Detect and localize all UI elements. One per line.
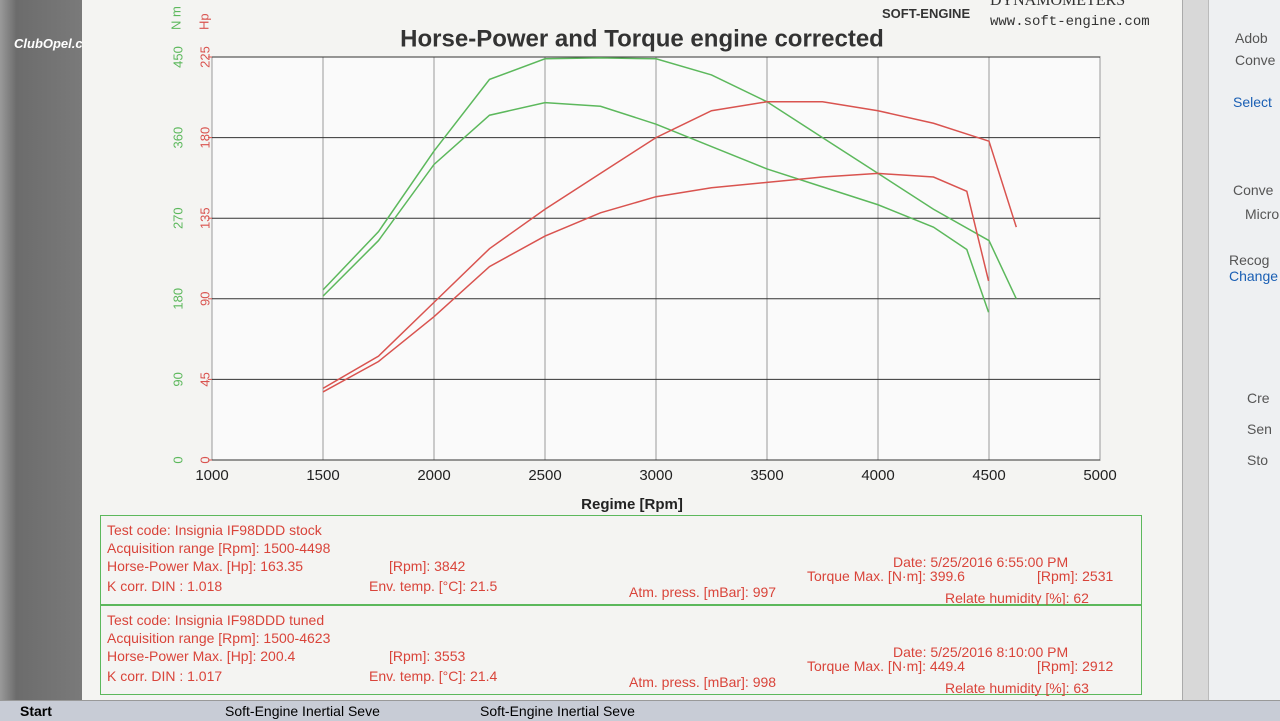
panel-text: Acquisition range [Rpm]: 1500-4498: [107, 540, 331, 556]
sidebar-text: Adob: [1235, 30, 1268, 46]
chart-title: Horse-Power and Torque engine corrected: [400, 25, 884, 52]
panel-text: Relate humidity [%]: 63: [945, 680, 1089, 696]
x-tick-label: 4500: [972, 467, 1005, 484]
panel-text: Relate humidity [%]: 62: [945, 590, 1089, 606]
y-tick-label: 0: [170, 456, 185, 463]
x-tick-label: 1000: [195, 467, 228, 484]
y2-tick-label: 225: [197, 46, 212, 68]
sidebar-text: Recog: [1229, 252, 1270, 268]
sidebar-text: Conve: [1233, 182, 1274, 198]
panel-text: Test code: Insignia IF98DDD tuned: [107, 612, 325, 628]
y-tick-label: 270: [170, 207, 185, 229]
panel-text: [Rpm]: 2912: [1037, 658, 1114, 674]
panel-text: Test code: Insignia IF98DDD stock: [107, 522, 322, 538]
x-tick-label: 2000: [417, 467, 450, 484]
panel-text: Atm. press. [mBar]: 997: [629, 584, 777, 600]
y-tick-label: 90: [170, 372, 185, 386]
panel-text: Env. temp. [°C]: 21.4: [369, 668, 498, 684]
brand: SOFT-ENGINE: [882, 6, 971, 21]
data-line: [322, 101, 1018, 390]
panel-text: Horse-Power Max. [Hp]: 200.4: [107, 648, 296, 664]
panel-text: Atm. press. [mBar]: 998: [629, 674, 777, 690]
panel-text: K corr. DIN : 1.017: [107, 668, 223, 684]
chart: Horse-Power and Torque engine corrected …: [168, 6, 1116, 513]
sidebar-text[interactable]: Select: [1233, 94, 1272, 110]
y-tick-label: 180: [170, 288, 185, 310]
panel-text: Env. temp. [°C]: 21.5: [369, 578, 498, 594]
y2-tick-label: 90: [197, 292, 212, 306]
panel-text: [Rpm]: 3553: [389, 648, 466, 664]
y2-tick-label: 45: [197, 372, 212, 386]
x-tick-label: 1500: [306, 467, 339, 484]
panel-text: Torque Max. [N·m]: 399.6: [807, 568, 965, 584]
sidebar-text: Cre: [1247, 390, 1270, 406]
panel-text: Horse-Power Max. [Hp]: 163.35: [107, 558, 304, 574]
sidebar-text: Micro: [1245, 206, 1280, 222]
y2-tick-label: 180: [197, 127, 212, 149]
data-line: [322, 57, 1017, 300]
panel-text: [Rpm]: 2531: [1037, 568, 1114, 584]
x-axis-label: Regime [Rpm]: [581, 496, 683, 513]
data-line: [322, 101, 990, 313]
data-line: [322, 172, 990, 393]
scrollbar[interactable]: [1182, 0, 1209, 700]
x-tick-label: 3000: [639, 467, 672, 484]
y-axis-label: N m: [168, 6, 183, 30]
y2-tick-label: 135: [197, 207, 212, 229]
x-tick-label: 5000: [1083, 467, 1116, 484]
y-tick-label: 450: [170, 46, 185, 68]
sidebar-text[interactable]: Change: [1229, 268, 1279, 284]
y-tick-label: 360: [170, 127, 185, 149]
sidebar-text: Conve: [1235, 52, 1276, 68]
task-item[interactable]: Soft-Engine Inertial Seve: [480, 703, 635, 719]
test-panel: Test code: Insignia IF98DDD tuned Acquisi…: [100, 605, 1142, 696]
x-tick-label: 4000: [861, 467, 894, 484]
task-item[interactable]: Soft-Engine Inertial Seve: [225, 703, 380, 719]
y2-axis-label: Hp: [196, 13, 211, 30]
panel-text: Acquisition range [Rpm]: 1500-4623: [107, 630, 331, 646]
url: www.soft-engine.com: [990, 14, 1150, 30]
x-tick-label: 2500: [528, 467, 561, 484]
panel-text: [Rpm]: 3842: [389, 558, 466, 574]
sidebar-text: Sto: [1247, 452, 1269, 468]
y2-tick-label: 0: [197, 456, 212, 463]
panel-text: Date: 5/25/2016 6:55:00 PM: [893, 554, 1069, 570]
sidebar: Adob Conve Select Conve Micro Recog Change Cre S…: [1208, 0, 1280, 700]
taskbar: Start Soft-Engine Inertial Seve Soft-Engi…: [0, 700, 1280, 721]
panel-text: Date: 5/25/2016 8:10:00 PM: [893, 644, 1069, 660]
x-tick-label: 3500: [750, 467, 783, 484]
start-button[interactable]: Start: [20, 703, 52, 719]
watermark: ClubOpel.com: [14, 36, 103, 51]
desktop-strip: ClubOpel.com: [0, 0, 102, 700]
panel-text: Torque Max. [N·m]: 449.4: [807, 658, 965, 674]
brand-tail: DYNAMOMETERS: [990, 0, 1126, 9]
test-panel: Test code: Insignia IF98DDD stock Acquisi…: [100, 515, 1142, 606]
panel-text: K corr. DIN : 1.018: [107, 578, 223, 594]
sidebar-text: Sen: [1247, 421, 1272, 437]
